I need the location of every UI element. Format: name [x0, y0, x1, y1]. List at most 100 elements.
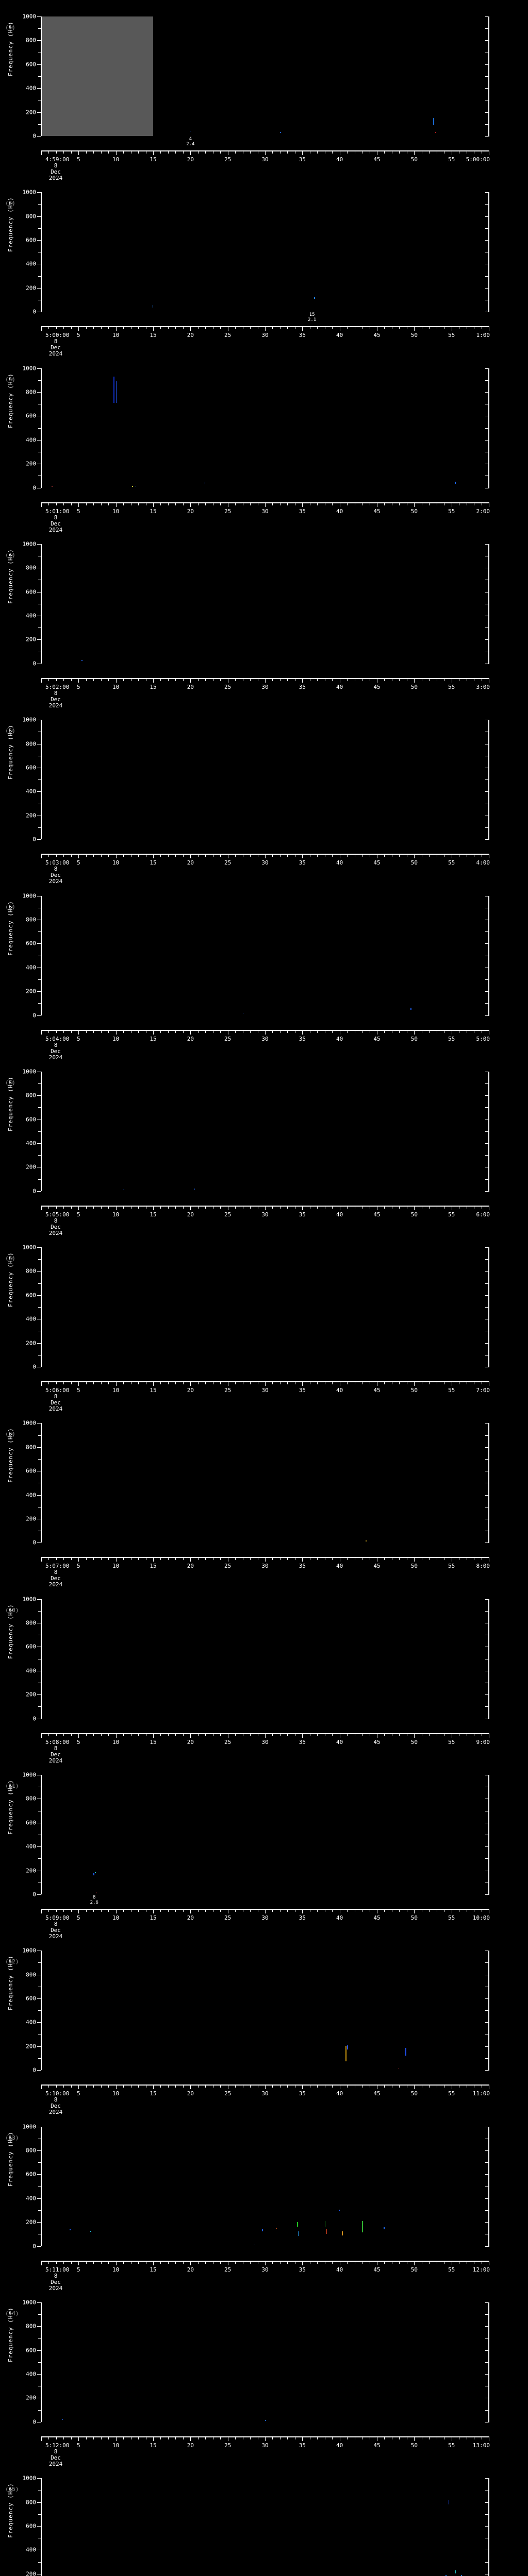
- x-tick-label: 5:00:00: [466, 156, 490, 163]
- x-tick-minor: [347, 150, 348, 154]
- x-tick-major: [41, 1029, 42, 1035]
- y-tick-label: 200: [26, 2043, 36, 2050]
- x-tick-minor: [272, 326, 273, 330]
- y-tick-label: 0: [32, 2418, 36, 2426]
- spectral-event-trace: [384, 2227, 385, 2230]
- panel-number-label: (4): [5, 551, 15, 558]
- x-tick-minor: [108, 1381, 109, 1385]
- date-line: 2024: [48, 350, 63, 358]
- y-tick-major: [37, 1694, 41, 1696]
- x-tick-minor: [86, 2260, 87, 2264]
- x-tick-minor: [272, 502, 273, 505]
- y-tick-major-right: [485, 1191, 489, 1192]
- x-tick-label: 35: [299, 156, 306, 163]
- y-tick-major-right: [485, 1599, 489, 1600]
- y-axis-line-left: [41, 895, 42, 1015]
- x-tick-major: [265, 1557, 266, 1562]
- x-tick-minor: [197, 854, 199, 857]
- x-tick-label: 15: [150, 2442, 157, 2449]
- x-tick-major: [116, 1381, 117, 1386]
- x-tick-label: 40: [336, 1035, 343, 1042]
- x-tick-major: [41, 2436, 42, 2441]
- x-tick-minor: [183, 1029, 184, 1033]
- event-annotation: 15 2.1: [308, 313, 316, 323]
- x-tick-minor: [399, 854, 400, 857]
- x-tick-minor: [71, 1205, 72, 1209]
- spectrogram-panel: (11) Frequency (Hz) 0 200 400 600 800 1000 5:09:…: [0, 1758, 528, 1940]
- x-tick-minor: [205, 2084, 206, 2088]
- x-tick-label: 50: [410, 683, 418, 690]
- x-tick-minor: [384, 2436, 385, 2439]
- x-tick-minor: [123, 854, 124, 857]
- x-tick-minor: [123, 502, 124, 505]
- x-tick-major: [414, 2260, 415, 2265]
- spectrogram-panel: (15)Frequency (Hz)020040060080010005:13:…: [0, 2462, 528, 2576]
- y-axis-line-right: [488, 192, 489, 312]
- x-tick-label: 5: [77, 1914, 80, 1921]
- y-tick-minor: [38, 979, 41, 980]
- x-tick-label: 50: [410, 2090, 418, 2097]
- x-tick-minor: [86, 1909, 87, 1912]
- x-tick-minor: [429, 854, 430, 857]
- y-tick-minor-right: [485, 1962, 488, 1963]
- y-tick-minor: [38, 2162, 41, 2163]
- x-tick-label: 5:06:00: [45, 1387, 70, 1394]
- x-tick-minor: [429, 326, 430, 330]
- plot-area: [41, 1071, 489, 1191]
- x-tick-minor: [287, 1029, 288, 1033]
- y-tick-label: 200: [26, 812, 36, 819]
- x-tick-minor: [123, 1029, 124, 1033]
- x-tick-major: [116, 150, 117, 155]
- y-tick-major: [37, 2222, 41, 2223]
- x-tick-major: [414, 2436, 415, 2441]
- y-tick-label: 1000: [22, 1771, 37, 1778]
- date-line: 2024: [48, 1933, 63, 1940]
- x-tick-major: [302, 2260, 303, 2265]
- spectral-event-trace: [95, 1892, 97, 1893]
- x-tick-minor: [220, 2260, 221, 2264]
- x-tick-major: [265, 1733, 266, 1738]
- x-tick-minor: [347, 326, 348, 330]
- event-annotation-line: 15: [309, 312, 315, 318]
- x-tick-minor: [332, 1381, 333, 1385]
- y-tick-major-right: [485, 1247, 489, 1248]
- x-tick-minor: [63, 2260, 64, 2264]
- x-tick-major: [78, 1909, 79, 1913]
- x-tick-minor: [71, 2436, 72, 2439]
- x-tick-minor: [220, 502, 221, 505]
- x-tick-minor: [71, 1557, 72, 1561]
- x-tick-minor: [384, 1557, 385, 1561]
- x-tick-minor: [71, 150, 72, 154]
- y-tick-label: 600: [26, 412, 36, 419]
- y-tick-major-right: [485, 639, 489, 640]
- x-tick-label: 20: [187, 1387, 194, 1394]
- x-tick-label: 5: [77, 1563, 80, 1570]
- y-tick-minor-right: [485, 1858, 488, 1859]
- plot-area: [41, 2126, 489, 2246]
- x-tick-minor: [220, 1557, 221, 1561]
- x-tick-minor: [399, 1733, 400, 1736]
- x-tick-label: 20: [187, 1035, 194, 1042]
- y-tick-major: [37, 1495, 41, 1496]
- x-tick-major: [190, 1381, 191, 1386]
- x-tick-label: 55: [448, 859, 455, 867]
- x-tick-minor: [332, 1557, 333, 1561]
- spectrogram-panel: (3) Frequency (Hz) 0 200 400 600 800 1000 5:01:0…: [0, 352, 528, 533]
- y-tick-label: 200: [26, 2570, 36, 2576]
- x-tick-minor: [197, 1205, 199, 1209]
- x-tick-minor: [347, 1909, 348, 1912]
- x-tick-minor: [160, 2260, 161, 2264]
- x-tick-minor: [287, 2436, 288, 2439]
- y-tick-minor-right: [485, 2562, 488, 2563]
- spectral-event-trace: [446, 2574, 447, 2576]
- x-tick-minor: [138, 1029, 139, 1033]
- y-tick-minor: [38, 1259, 41, 1260]
- x-tick-minor: [108, 2260, 109, 2264]
- x-tick-minor: [197, 1029, 199, 1033]
- x-tick-minor: [205, 2436, 206, 2439]
- x-tick-minor: [347, 2084, 348, 2088]
- x-tick-minor: [429, 150, 430, 154]
- x-tick-label: 50: [410, 507, 418, 515]
- x-tick-label: 35: [299, 1387, 306, 1394]
- x-tick-minor: [108, 326, 109, 330]
